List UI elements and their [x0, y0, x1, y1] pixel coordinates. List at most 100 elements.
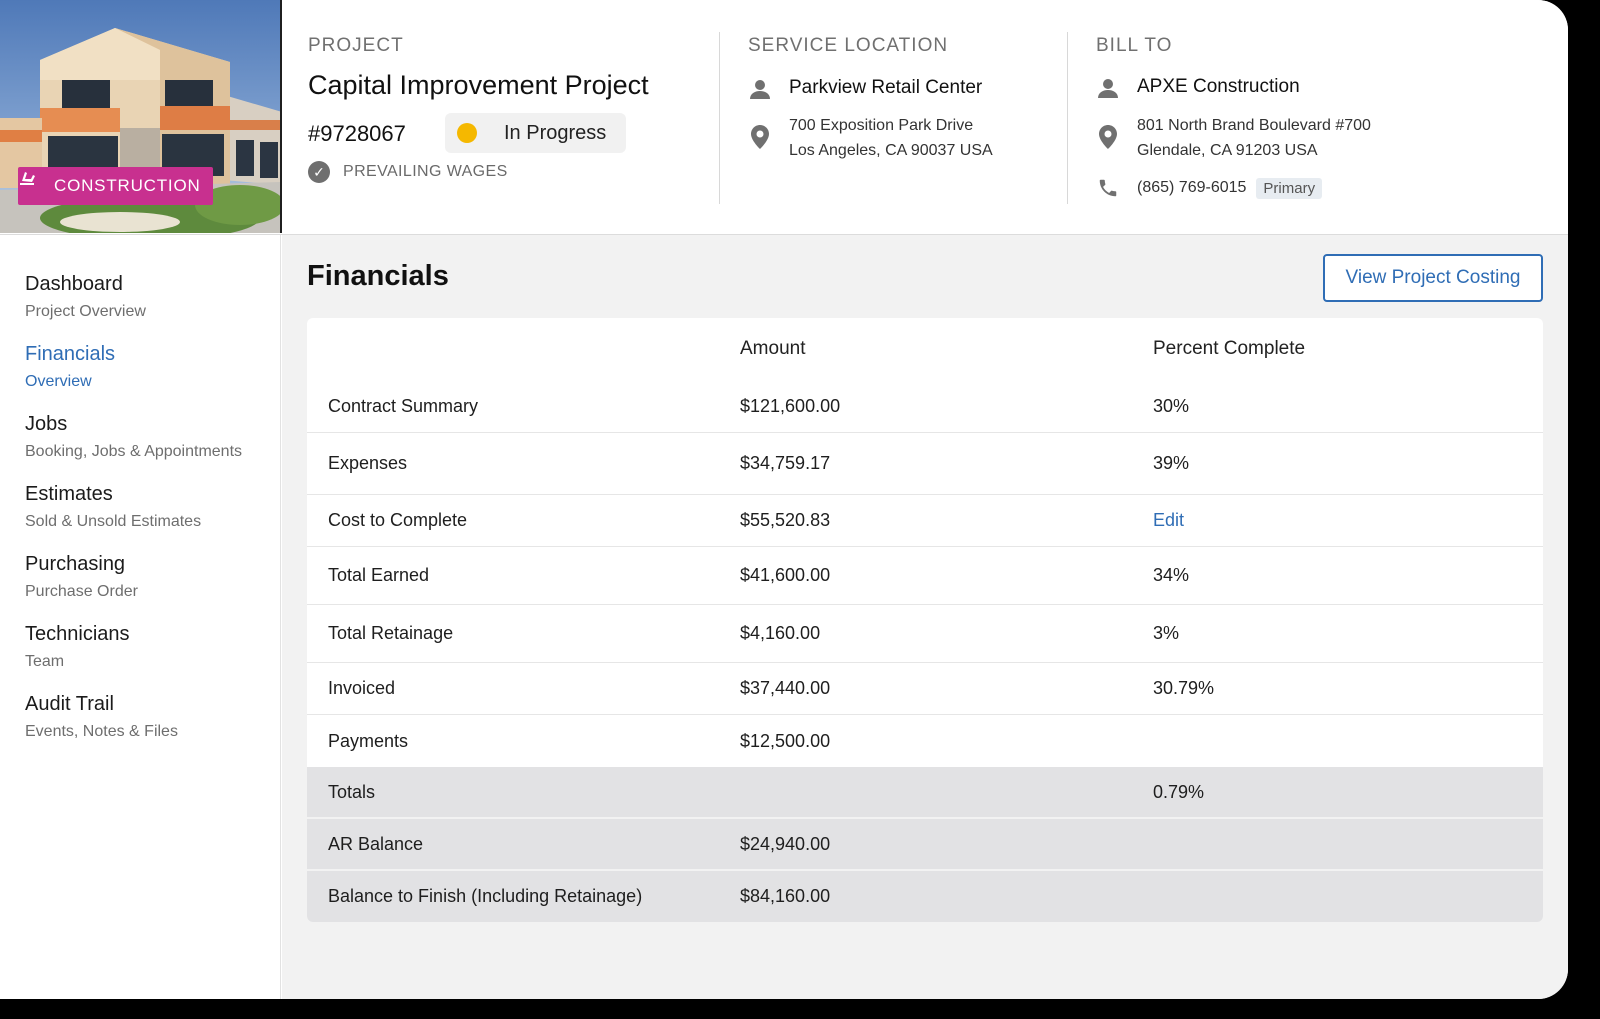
bill-to-address-line2: Glendale, CA 91203 USA: [1137, 142, 1318, 159]
row-label: Cost to Complete: [328, 510, 468, 530]
sidebar-item-subtitle: Events, Notes & Files: [25, 723, 178, 740]
table-row: Contract Summary $121,600.00 30%: [307, 380, 1543, 433]
service-address-line1: 700 Exposition Park Drive: [789, 117, 974, 134]
row-label: Balance to Finish (Including Retainage): [328, 886, 643, 906]
bill-to-name-row: APXE Construction: [1096, 76, 1300, 100]
project-number: #9728067: [308, 121, 406, 146]
table-row: Total Earned $41,600.00 34%: [307, 547, 1543, 605]
status-text: In Progress: [504, 121, 607, 144]
row-amount: $24,940.00: [740, 833, 831, 854]
check-circle-icon: ✓: [308, 161, 330, 183]
row-amount: $37,440.00: [740, 678, 831, 698]
bill-to-name: APXE Construction: [1137, 76, 1300, 97]
bill-to: BILL TO APXE Construction 801 North Bran…: [1096, 0, 1536, 233]
table-header-row: Amount Percent Complete: [307, 318, 1543, 380]
row-label: Payments: [328, 730, 409, 751]
sidebar-item-title: Technicians: [25, 623, 130, 645]
sidebar-item-title: Purchasing: [25, 553, 126, 575]
sidebar-item-title: Financials: [25, 343, 116, 365]
row-percent: 30.79%: [1153, 678, 1215, 698]
row-label: Total Retainage: [328, 623, 454, 643]
sidebar-item-subtitle: Team: [25, 653, 65, 670]
bill-to-address-row: 801 North Brand Boulevard #700 Glendale,…: [1096, 113, 1371, 163]
service-location-address-row: 700 Exposition Park Drive Los Angeles, C…: [748, 113, 993, 163]
row-percent: 0.79%: [1153, 781, 1205, 802]
table-row: Expenses $34,759.17 39%: [307, 433, 1543, 495]
sidebar-item-subtitle: Overview: [25, 373, 92, 390]
financials-table: Amount Percent Complete Contract Summary…: [307, 318, 1543, 922]
phone-primary-tag: Primary: [1256, 177, 1323, 199]
table-row: Invoiced $37,440.00 30.79%: [307, 663, 1543, 715]
totals-row: Balance to Finish (Including Retainage) …: [307, 871, 1543, 922]
column-header-percent: Percent Complete: [1153, 338, 1306, 359]
sidebar-item-subtitle: Booking, Jobs & Appointments: [25, 443, 243, 460]
bill-to-phone[interactable]: (865) 769-6015: [1137, 179, 1247, 196]
status-dot-icon: [457, 123, 477, 143]
project-photo: CONSTRUCTION: [0, 0, 282, 233]
project-label: PROJECT: [308, 35, 404, 56]
row-amount: $84,160.00: [740, 886, 831, 906]
row-percent: 34%: [1153, 565, 1190, 585]
sidebar-item-subtitle: Sold & Unsold Estimates: [25, 513, 202, 530]
page-title: Financials: [307, 260, 449, 292]
sidebar-item-title: Jobs: [25, 413, 68, 435]
edit-link[interactable]: Edit: [1153, 510, 1185, 530]
category-badge: CONSTRUCTION: [18, 167, 213, 205]
category-label: CONSTRUCTION: [54, 176, 201, 195]
sidebar-item-dashboard[interactable]: Dashboard Project Overview: [25, 273, 146, 321]
sidebar-item-financials[interactable]: Financials Overview: [25, 343, 115, 391]
service-location-label: SERVICE LOCATION: [748, 35, 949, 56]
sidebar-item-technicians[interactable]: Technicians Team: [25, 623, 130, 671]
bill-to-address-line1: 801 North Brand Boulevard #700: [1137, 117, 1371, 134]
table-row: Cost to Complete $55,520.83 Edit: [307, 495, 1543, 547]
sidebar-item-estimates[interactable]: Estimates Sold & Unsold Estimates: [25, 483, 201, 531]
row-amount: $121,600.00: [740, 395, 841, 416]
phone-icon: [1096, 176, 1120, 200]
row-amount: $4,160.00: [740, 623, 821, 643]
divider: [719, 32, 720, 204]
sidebar-item-subtitle: Project Overview: [25, 303, 146, 320]
row-percent: 30%: [1153, 395, 1190, 416]
person-icon: [748, 77, 772, 101]
prevailing-wages: ✓ PREVAILING WAGES: [308, 161, 508, 183]
prevailing-wages-label: PREVAILING WAGES: [343, 163, 508, 180]
location-pin-icon: [748, 125, 772, 149]
totals-row: AR Balance $24,940.00: [307, 819, 1543, 871]
project-name: Capital Improvement Project: [308, 70, 649, 100]
project-header: CONSTRUCTION PROJECT Capital Improvement…: [0, 0, 1568, 235]
location-pin-icon: [1096, 125, 1120, 149]
sidebar-item-title: Estimates: [25, 483, 113, 505]
bill-to-label: BILL TO: [1096, 35, 1173, 56]
row-label: Totals: [328, 781, 376, 802]
row-label: Contract Summary: [328, 395, 479, 416]
sidebar-item-title: Dashboard: [25, 273, 123, 295]
sidebar-item-audit-trail[interactable]: Audit Trail Events, Notes & Files: [25, 693, 178, 741]
row-label: Expenses: [328, 453, 408, 473]
sidebar-nav: Dashboard Project Overview Financials Ov…: [0, 235, 281, 999]
sidebar-item-title: Audit Trail: [25, 693, 114, 715]
row-amount: $34,759.17: [740, 453, 831, 473]
service-location-name-row: Parkview Retail Center: [748, 77, 982, 101]
sidebar-item-subtitle: Purchase Order: [25, 583, 138, 600]
row-percent: 3%: [1153, 623, 1180, 643]
app-window: CONSTRUCTION PROJECT Capital Improvement…: [0, 0, 1568, 999]
view-project-costing-button[interactable]: View Project Costing: [1323, 254, 1543, 302]
sidebar-item-purchasing[interactable]: Purchasing Purchase Order: [25, 553, 138, 601]
table-row: Payments $12,500.00: [307, 715, 1543, 767]
divider: [1067, 32, 1068, 204]
row-label: Total Earned: [328, 565, 430, 585]
column-header-amount: Amount: [740, 338, 806, 359]
row-amount: $41,600.00: [740, 565, 831, 585]
row-percent: 39%: [1153, 453, 1190, 473]
row-amount: $12,500.00: [740, 730, 831, 751]
row-label: AR Balance: [328, 833, 424, 854]
totals-row: Totals 0.79%: [307, 767, 1543, 819]
status-badge: In Progress: [445, 113, 626, 153]
table-row: Total Retainage $4,160.00 3%: [307, 605, 1543, 663]
excavator-icon: [20, 172, 48, 196]
sidebar-item-jobs[interactable]: Jobs Booking, Jobs & Appointments: [25, 413, 242, 461]
service-location-name: Parkview Retail Center: [789, 77, 983, 98]
row-label: Invoiced: [328, 678, 396, 698]
service-location: SERVICE LOCATION Parkview Retail Center …: [748, 0, 1058, 233]
main-content: Financials View Project Costing Amount P…: [282, 235, 1568, 999]
